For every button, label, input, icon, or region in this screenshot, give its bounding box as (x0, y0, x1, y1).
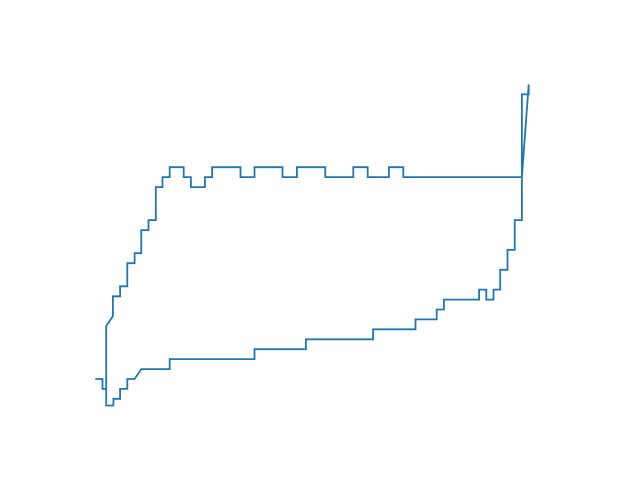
series-line-0 (95, 84, 530, 407)
plot-area (95, 84, 530, 407)
